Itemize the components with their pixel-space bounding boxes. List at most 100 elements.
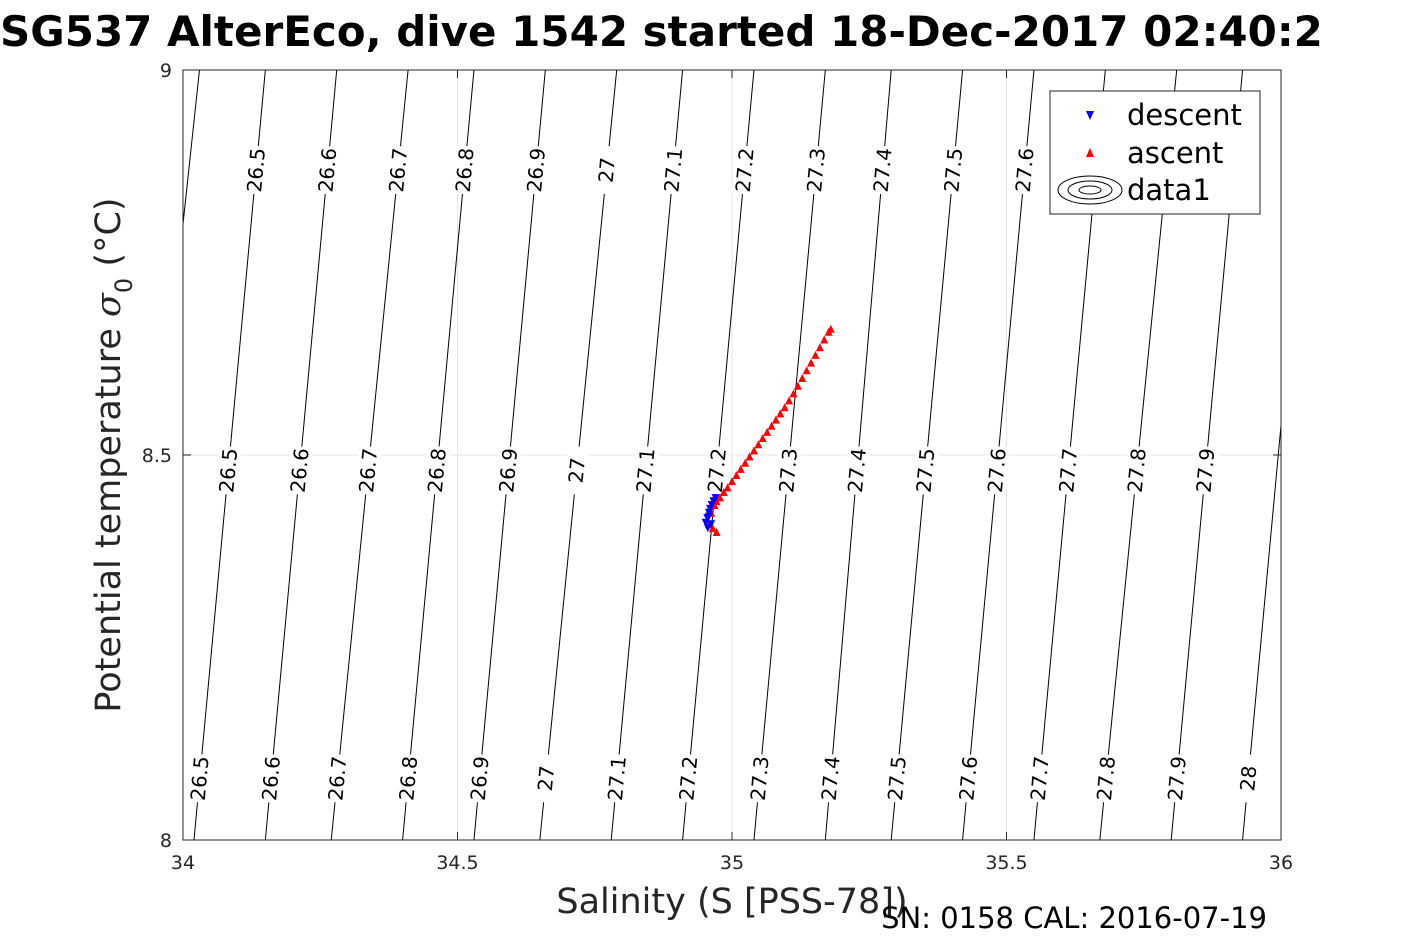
isopycnal-label-bg — [423, 445, 451, 496]
isopycnal-label: 26.7 — [384, 147, 412, 194]
isopycnal-label: 26.9 — [494, 447, 522, 494]
isopycnal-label: 26.9 — [522, 147, 550, 194]
isopycnal-label-bg — [186, 753, 213, 804]
isopycnal-label: 27.6 — [1011, 147, 1039, 194]
isopycnal-label-bg — [632, 445, 659, 496]
isopycnal-label: 27 — [564, 457, 590, 485]
isopycnal-label-bg — [675, 753, 702, 804]
isopycnal-label-bg — [883, 753, 911, 804]
ascent-point — [826, 324, 835, 333]
data-series — [701, 324, 835, 536]
ascent-point — [736, 464, 745, 473]
isopycnal-label: 26.5 — [186, 755, 214, 802]
isopycnal-label: 27 — [533, 765, 559, 793]
isopycnal-label: 26.7 — [354, 447, 382, 494]
ascent-point — [807, 358, 816, 367]
isopycnal-label: 27.1 — [631, 447, 659, 494]
isopycnal-label: 27 — [594, 156, 620, 184]
isopycnal-label: 27.5 — [939, 147, 967, 194]
isopycnal-label: 27.9 — [1163, 755, 1191, 802]
legend: descent ascent data1 — [1049, 90, 1261, 215]
descent-point — [704, 512, 713, 521]
isopycnal-label: 26.7 — [323, 755, 351, 802]
y-tick-label: 9 — [160, 60, 172, 82]
isopycnal-label: 26.8 — [394, 755, 422, 802]
axis-ticks: 34 34.5 35 35.5 36 8 8.5 9 — [142, 60, 1293, 874]
isopycnal-label-bg — [563, 445, 590, 496]
isopycnal-label-bg — [466, 753, 493, 804]
isopycnal-label: 26.6 — [257, 755, 285, 802]
isopycnal-label-bg — [384, 145, 412, 196]
ascent-point — [793, 381, 802, 390]
isopycnal-label-bg — [1163, 753, 1191, 804]
y-axis-label-main: Potential temperature — [89, 328, 129, 712]
isopycnal-label-bg — [242, 145, 270, 196]
isopycnal-label: 27.1 — [659, 147, 687, 194]
ascent-point — [776, 409, 785, 418]
ascent-point — [820, 335, 829, 344]
isopycnal-label: 27.3 — [802, 147, 830, 194]
isopycnal-label: 27.6 — [983, 447, 1011, 494]
isopycnal-label: 27.9 — [1191, 447, 1219, 494]
isopycnal-label: 26.8 — [451, 147, 479, 194]
isopycnal-label-bg — [354, 445, 382, 496]
isopycnal-label-bg — [843, 445, 871, 496]
isopycnal-label-bg — [495, 445, 522, 496]
y-axis-label-sigma: σ — [89, 292, 129, 317]
ascent-point — [802, 366, 811, 375]
ascent-point — [741, 458, 750, 467]
isopycnal-line — [183, 70, 200, 229]
ascent-point — [763, 427, 772, 436]
y-axis-label-subscript: 0 — [110, 278, 138, 293]
isopycnal-label: 27.2 — [703, 447, 731, 494]
legend-marker-data1 — [1057, 175, 1123, 205]
x-tick-label: 34 — [171, 852, 195, 874]
legend-marker-ascent — [1086, 148, 1094, 157]
y-tick-label: 8 — [160, 830, 172, 852]
x-axis-label: Salinity (S [PSS-78]) — [556, 882, 907, 922]
isopycnal-label-bg — [1011, 145, 1038, 196]
isopycnal-label-bg — [314, 145, 341, 196]
ascent-point — [732, 471, 741, 480]
ascent-point — [758, 434, 767, 443]
isopycnal-label-bg — [731, 145, 758, 196]
isopycnal-label-bg — [983, 445, 1011, 496]
isopycnal-label: 27.4 — [817, 755, 845, 802]
x-tick-label: 35 — [720, 852, 744, 874]
isopycnal-label-bg — [451, 145, 478, 196]
isopycnal-label-bg — [324, 753, 351, 804]
isopycnal-label-bg — [703, 445, 731, 496]
isopycnal-label-bg — [775, 445, 802, 496]
legend-label-ascent: ascent — [1127, 136, 1223, 170]
ascent-point — [771, 415, 780, 424]
ascent-point — [767, 421, 776, 430]
isopycnal-label-bg — [746, 753, 773, 804]
x-tick-label: 35.5 — [985, 852, 1027, 874]
isopycnal-label: 26.5 — [214, 447, 242, 494]
isopycnal-label: 27.4 — [869, 147, 897, 194]
x-tick-label: 34.5 — [436, 852, 478, 874]
isopycnal-label-bg — [593, 145, 620, 196]
ascent-point — [785, 396, 794, 405]
y-axis-label-unit-text: (°C) — [89, 197, 129, 266]
isopycnal-label: 27.8 — [1123, 447, 1151, 494]
y-tick-label: 8.5 — [142, 445, 172, 467]
legend-label-data1: data1 — [1127, 173, 1211, 207]
isopycnal-label-bg — [522, 145, 550, 196]
isopycnal-label: 26.9 — [466, 755, 494, 802]
isopycnal-label: 27.2 — [731, 147, 759, 194]
isopycnal-label-bg — [395, 753, 422, 804]
isopycnal-label-bg — [940, 145, 967, 196]
isopycnal-label: 27.1 — [603, 755, 631, 802]
isopycnal-label: 27.8 — [1092, 755, 1120, 802]
ascent-point — [789, 389, 798, 398]
ascent-point — [745, 452, 754, 461]
isopycnal-label: 26.6 — [313, 147, 341, 194]
ascent-point — [815, 343, 824, 352]
isopycnal-label-bg — [215, 445, 242, 496]
isopycnal-label: 28 — [1235, 765, 1261, 793]
ascent-point — [798, 374, 807, 382]
legend-marker-descent — [1086, 111, 1094, 120]
ascent-point — [728, 477, 736, 486]
isopycnal-label-bg — [1192, 445, 1219, 496]
